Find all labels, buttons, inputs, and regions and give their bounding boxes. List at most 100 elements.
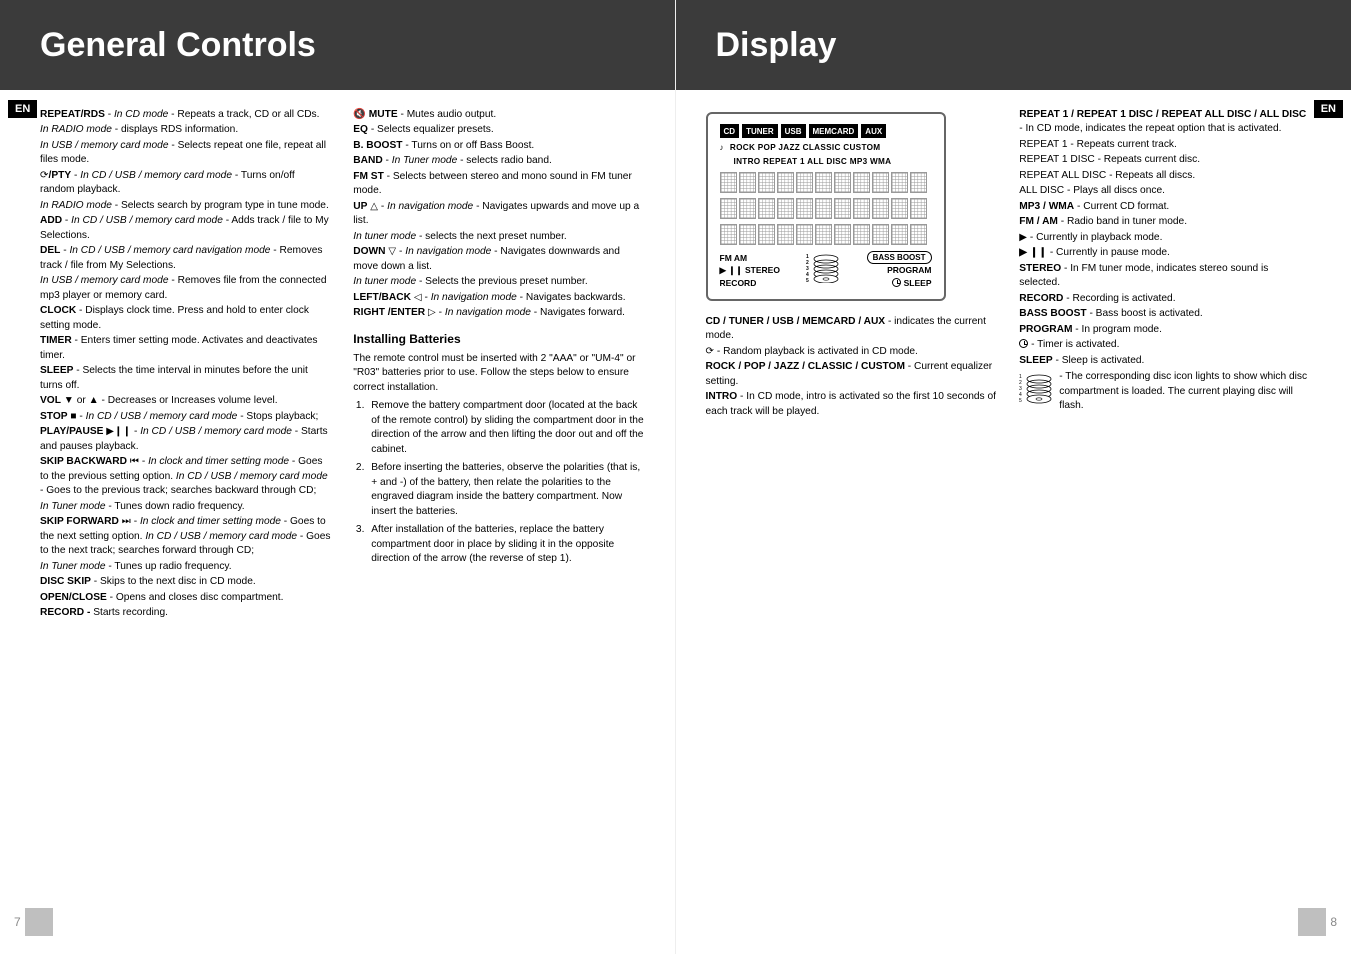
dotmatrix-char (853, 224, 870, 245)
entry: In Tuner mode - Tunes down radio frequen… (40, 500, 331, 514)
right-column-1: CDTUNERUSBMEMCARDAUX ROCK POP JAZZ CLASS… (706, 108, 998, 420)
header-left: General Controls (0, 0, 675, 90)
entry: ▶ ❙❙ - Currently in pause mode. (1019, 246, 1311, 260)
install-steps: Remove the battery compartment door (loc… (367, 399, 644, 566)
entry: DISC SKIP - Skips to the next disc in CD… (40, 575, 331, 589)
entry: SLEEP - Selects the time interval in min… (40, 364, 331, 393)
lcd-tab: AUX (861, 124, 886, 138)
dotmatrix-char (834, 224, 851, 245)
entry: ROCK / POP / JAZZ / CLASSIC / CUSTOM - C… (706, 360, 998, 389)
lcd-tab: CD (720, 124, 740, 138)
entry: REPEAT 1 - Repeats current track. (1019, 138, 1311, 152)
dotmatrix-char (910, 172, 927, 193)
left-column-2: 🔇 MUTE - Mutes audio output.EQ - Selects… (353, 108, 644, 621)
entry: SKIP BACKWARD ⏮ - In clock and timer set… (40, 455, 331, 498)
dotmatrix-char (815, 224, 832, 245)
entry: FM ST - Selects between stereo and mono … (353, 170, 644, 199)
lcd-tab: MEMCARD (809, 124, 859, 138)
note-icon (720, 142, 726, 154)
dotmatrix-char (777, 172, 794, 193)
dotmatrix-char (834, 198, 851, 219)
entry: INTRO - In CD mode, intro is activated s… (706, 390, 998, 419)
content-right: CDTUNERUSBMEMCARDAUX ROCK POP JAZZ CLASS… (676, 108, 1351, 420)
dotmatrix-char (815, 198, 832, 219)
entry: FM / AM - Radio band in tuner mode. (1019, 215, 1311, 229)
entry: OPEN/CLOSE - Opens and closes disc compa… (40, 591, 331, 605)
dotmatrix-char (758, 198, 775, 219)
dotmatrix-char (720, 224, 737, 245)
dotmatrix-char (796, 172, 813, 193)
lcd-line2b: INTRO REPEAT 1 ALL DISC MP3 WMA (720, 156, 932, 168)
dotmatrix-char (758, 172, 775, 193)
entry: STOP ■ - In CD / USB / memory card mode … (40, 410, 331, 424)
page-left: General Controls EN REPEAT/RDS - In CD m… (0, 0, 676, 954)
install-step: Before inserting the batteries, observe … (367, 461, 644, 519)
dotmatrix-char (853, 172, 870, 193)
dotmatrix-char (910, 198, 927, 219)
page-right: Display EN CDTUNERUSBMEMCARDAUX ROCK POP… (676, 0, 1351, 954)
dotmatrix-char (720, 172, 737, 193)
dotmatrix-char (872, 224, 889, 245)
entry: REPEAT 1 DISC - Repeats current disc. (1019, 153, 1311, 167)
disc-stack-icon: 1 2 3 4 5 (806, 253, 840, 283)
entry: ⟳ - Random playback is activated in CD m… (706, 345, 998, 359)
title-left: General Controls (40, 26, 316, 65)
svg-text:5: 5 (806, 278, 809, 283)
lcd-bottom: FM AM ▶ ❙❙ STEREO RECORD 1 2 3 4 5 (720, 251, 932, 289)
title-right: Display (716, 26, 837, 65)
entry: LEFT/BACK ◁ - In navigation mode - Navig… (353, 291, 644, 305)
dotmatrix-char (777, 198, 794, 219)
dotmatrix-char (872, 198, 889, 219)
pagenum-left: 7 (14, 908, 53, 936)
dotmatrix-char (891, 198, 908, 219)
entry: DEL - In CD / USB / memory card navigati… (40, 244, 331, 273)
entry: In USB / memory card mode - Removes file… (40, 274, 331, 303)
entry: RECORD - Recording is activated. (1019, 292, 1311, 306)
entry: - Timer is activated. (1019, 338, 1311, 352)
entry: In Tuner mode - Tunes up radio frequency… (40, 560, 331, 574)
install-intro: The remote control must be inserted with… (353, 352, 644, 395)
entry: SKIP FORWARD ⏭ - In clock and timer sett… (40, 515, 331, 558)
entry: BASS BOOST - Bass boost is activated. (1019, 307, 1311, 321)
entry: ⟳/PTY - In CD / USB / memory card mode -… (40, 169, 331, 198)
entry: EQ - Selects equalizer presets. (353, 123, 644, 137)
right-column-2: REPEAT 1 / REPEAT 1 DISC / REPEAT ALL DI… (1019, 108, 1311, 420)
entry: In tuner mode - Selects the previous pre… (353, 275, 644, 289)
svg-text:5: 5 (1019, 398, 1022, 404)
entry: In tuner mode - selects the next preset … (353, 230, 644, 244)
lang-tag-left: EN (8, 100, 37, 118)
dotmatrix-char (891, 172, 908, 193)
lcd-line2a: ROCK POP JAZZ CLASSIC CUSTOM (720, 142, 932, 154)
dotmatrix-char (872, 172, 889, 193)
entry: MP3 / WMA - Current CD format. (1019, 200, 1311, 214)
bassboost-badge: BASS BOOST (867, 251, 932, 265)
pagenum-box (25, 908, 53, 936)
entry: TIMER - Enters timer setting mode. Activ… (40, 334, 331, 363)
entry: In RADIO mode - displays RDS information… (40, 123, 331, 137)
entry: VOL ▼ or ▲ - Decreases or Increases volu… (40, 394, 331, 408)
lcd-tab: TUNER (742, 124, 778, 138)
entry: ADD - In CD / USB / memory card mode - A… (40, 214, 331, 243)
lang-tag-right: EN (1314, 100, 1343, 118)
dotmatrix-char (834, 172, 851, 193)
dotmatrix-char (891, 224, 908, 245)
dotmatrix-char (815, 172, 832, 193)
entry: RECORD - Starts recording. (40, 606, 331, 620)
dotmatrix-char (853, 198, 870, 219)
dotmatrix-char (739, 172, 756, 193)
entry: SLEEP - Sleep is activated. (1019, 354, 1311, 368)
entry: ▶ - Currently in playback mode. (1019, 231, 1311, 245)
lcd-tab: USB (781, 124, 806, 138)
install-step: Remove the battery compartment door (loc… (367, 399, 644, 457)
dotmatrix-char (910, 224, 927, 245)
entry: 🔇 MUTE - Mutes audio output. (353, 108, 644, 122)
entry: DOWN ▽ - In navigation mode - Navigates … (353, 245, 644, 274)
entry: PLAY/PAUSE ▶❙❙ - In CD / USB / memory ca… (40, 425, 331, 454)
install-heading: Installing Batteries (353, 331, 644, 348)
dotmatrix-char (720, 198, 737, 219)
entry: In RADIO mode - Selects search by progra… (40, 199, 331, 213)
lcd-dotmatrix (720, 172, 932, 245)
dotmatrix-char (796, 198, 813, 219)
entry: STEREO - In FM tuner mode, indicates ste… (1019, 262, 1311, 291)
dotmatrix-char (758, 224, 775, 245)
